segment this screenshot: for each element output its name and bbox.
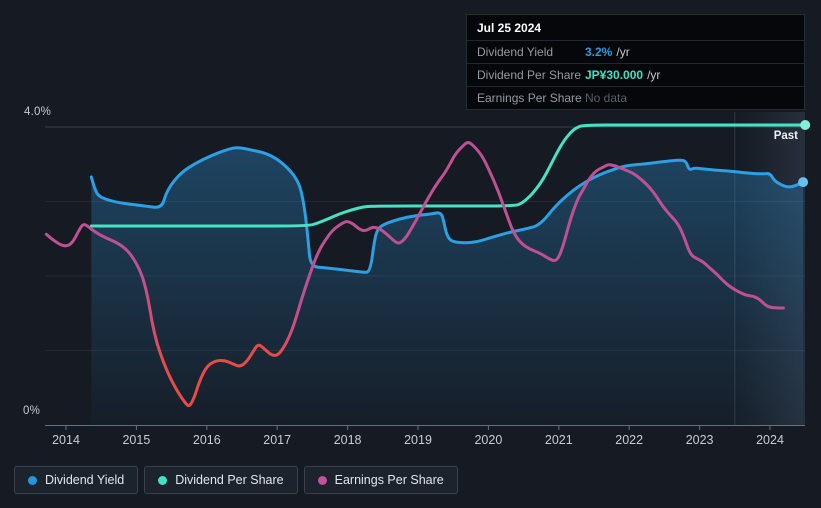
- svg-text:2023: 2023: [686, 433, 714, 447]
- svg-text:2017: 2017: [263, 433, 291, 447]
- tooltip-row-earnings-per-share: Earnings Per Share No data: [467, 86, 804, 109]
- tooltip-value: No data: [585, 91, 628, 105]
- legend-dot-blue-icon: [28, 475, 37, 485]
- legend-dot-pink-icon: [317, 475, 327, 485]
- tooltip-label: Earnings Per Share: [477, 91, 582, 105]
- tooltip-row-dividend-yield: Dividend Yield 3.2%/yr: [467, 40, 804, 63]
- legend-label: Dividend Yield: [45, 473, 125, 487]
- tooltip-label: Dividend Per Share: [477, 68, 582, 82]
- tooltip-row-dividend-per-share: Dividend Per Share JP¥30.000/yr: [467, 63, 804, 86]
- svg-text:2020: 2020: [474, 433, 502, 447]
- legend-label: Earnings Per Share: [334, 473, 444, 487]
- hover-tooltip: Jul 25 2024 Dividend Yield 3.2%/yr Divid…: [466, 14, 805, 110]
- legend-dot-teal-icon: [158, 475, 168, 485]
- past-label: Past: [773, 130, 798, 142]
- svg-text:2015: 2015: [122, 433, 150, 447]
- chart-plot-area[interactable]: 2014 2015 2016 2017 2018 2019 2020 2021 2022 2023…: [0, 0, 821, 455]
- svg-text:2019: 2019: [404, 433, 432, 447]
- svg-text:2016: 2016: [193, 433, 221, 447]
- y-axis-label-bottom: 0%: [23, 405, 41, 417]
- legend-item-dividend-yield[interactable]: Dividend Yield: [14, 466, 139, 494]
- svg-text:2014: 2014: [52, 433, 80, 447]
- tooltip-label: Dividend Yield: [477, 45, 554, 59]
- svg-text:2018: 2018: [334, 433, 362, 447]
- legend-label: Dividend Per Share: [175, 473, 284, 487]
- series-lines: [44, 120, 811, 425]
- tooltip-date: Jul 25 2024: [477, 21, 542, 35]
- svg-text:2022: 2022: [615, 433, 643, 447]
- y-axis-label-top: 4.0%: [24, 106, 52, 118]
- svg-text:2024: 2024: [756, 433, 784, 447]
- legend-item-earnings-per-share[interactable]: Earnings Per Share: [303, 466, 458, 494]
- tooltip-value: JP¥30.000/yr: [585, 68, 661, 82]
- tooltip-value: 3.2%/yr: [585, 45, 630, 59]
- x-axis: 2014 2015 2016 2017 2018 2019 2020 2021 2022 2023…: [45, 425, 805, 447]
- svg-text:2021: 2021: [545, 433, 573, 447]
- chart-legend: Dividend Yield Dividend Per Share Earnin…: [14, 466, 458, 494]
- legend-item-dividend-per-share[interactable]: Dividend Per Share: [144, 466, 298, 494]
